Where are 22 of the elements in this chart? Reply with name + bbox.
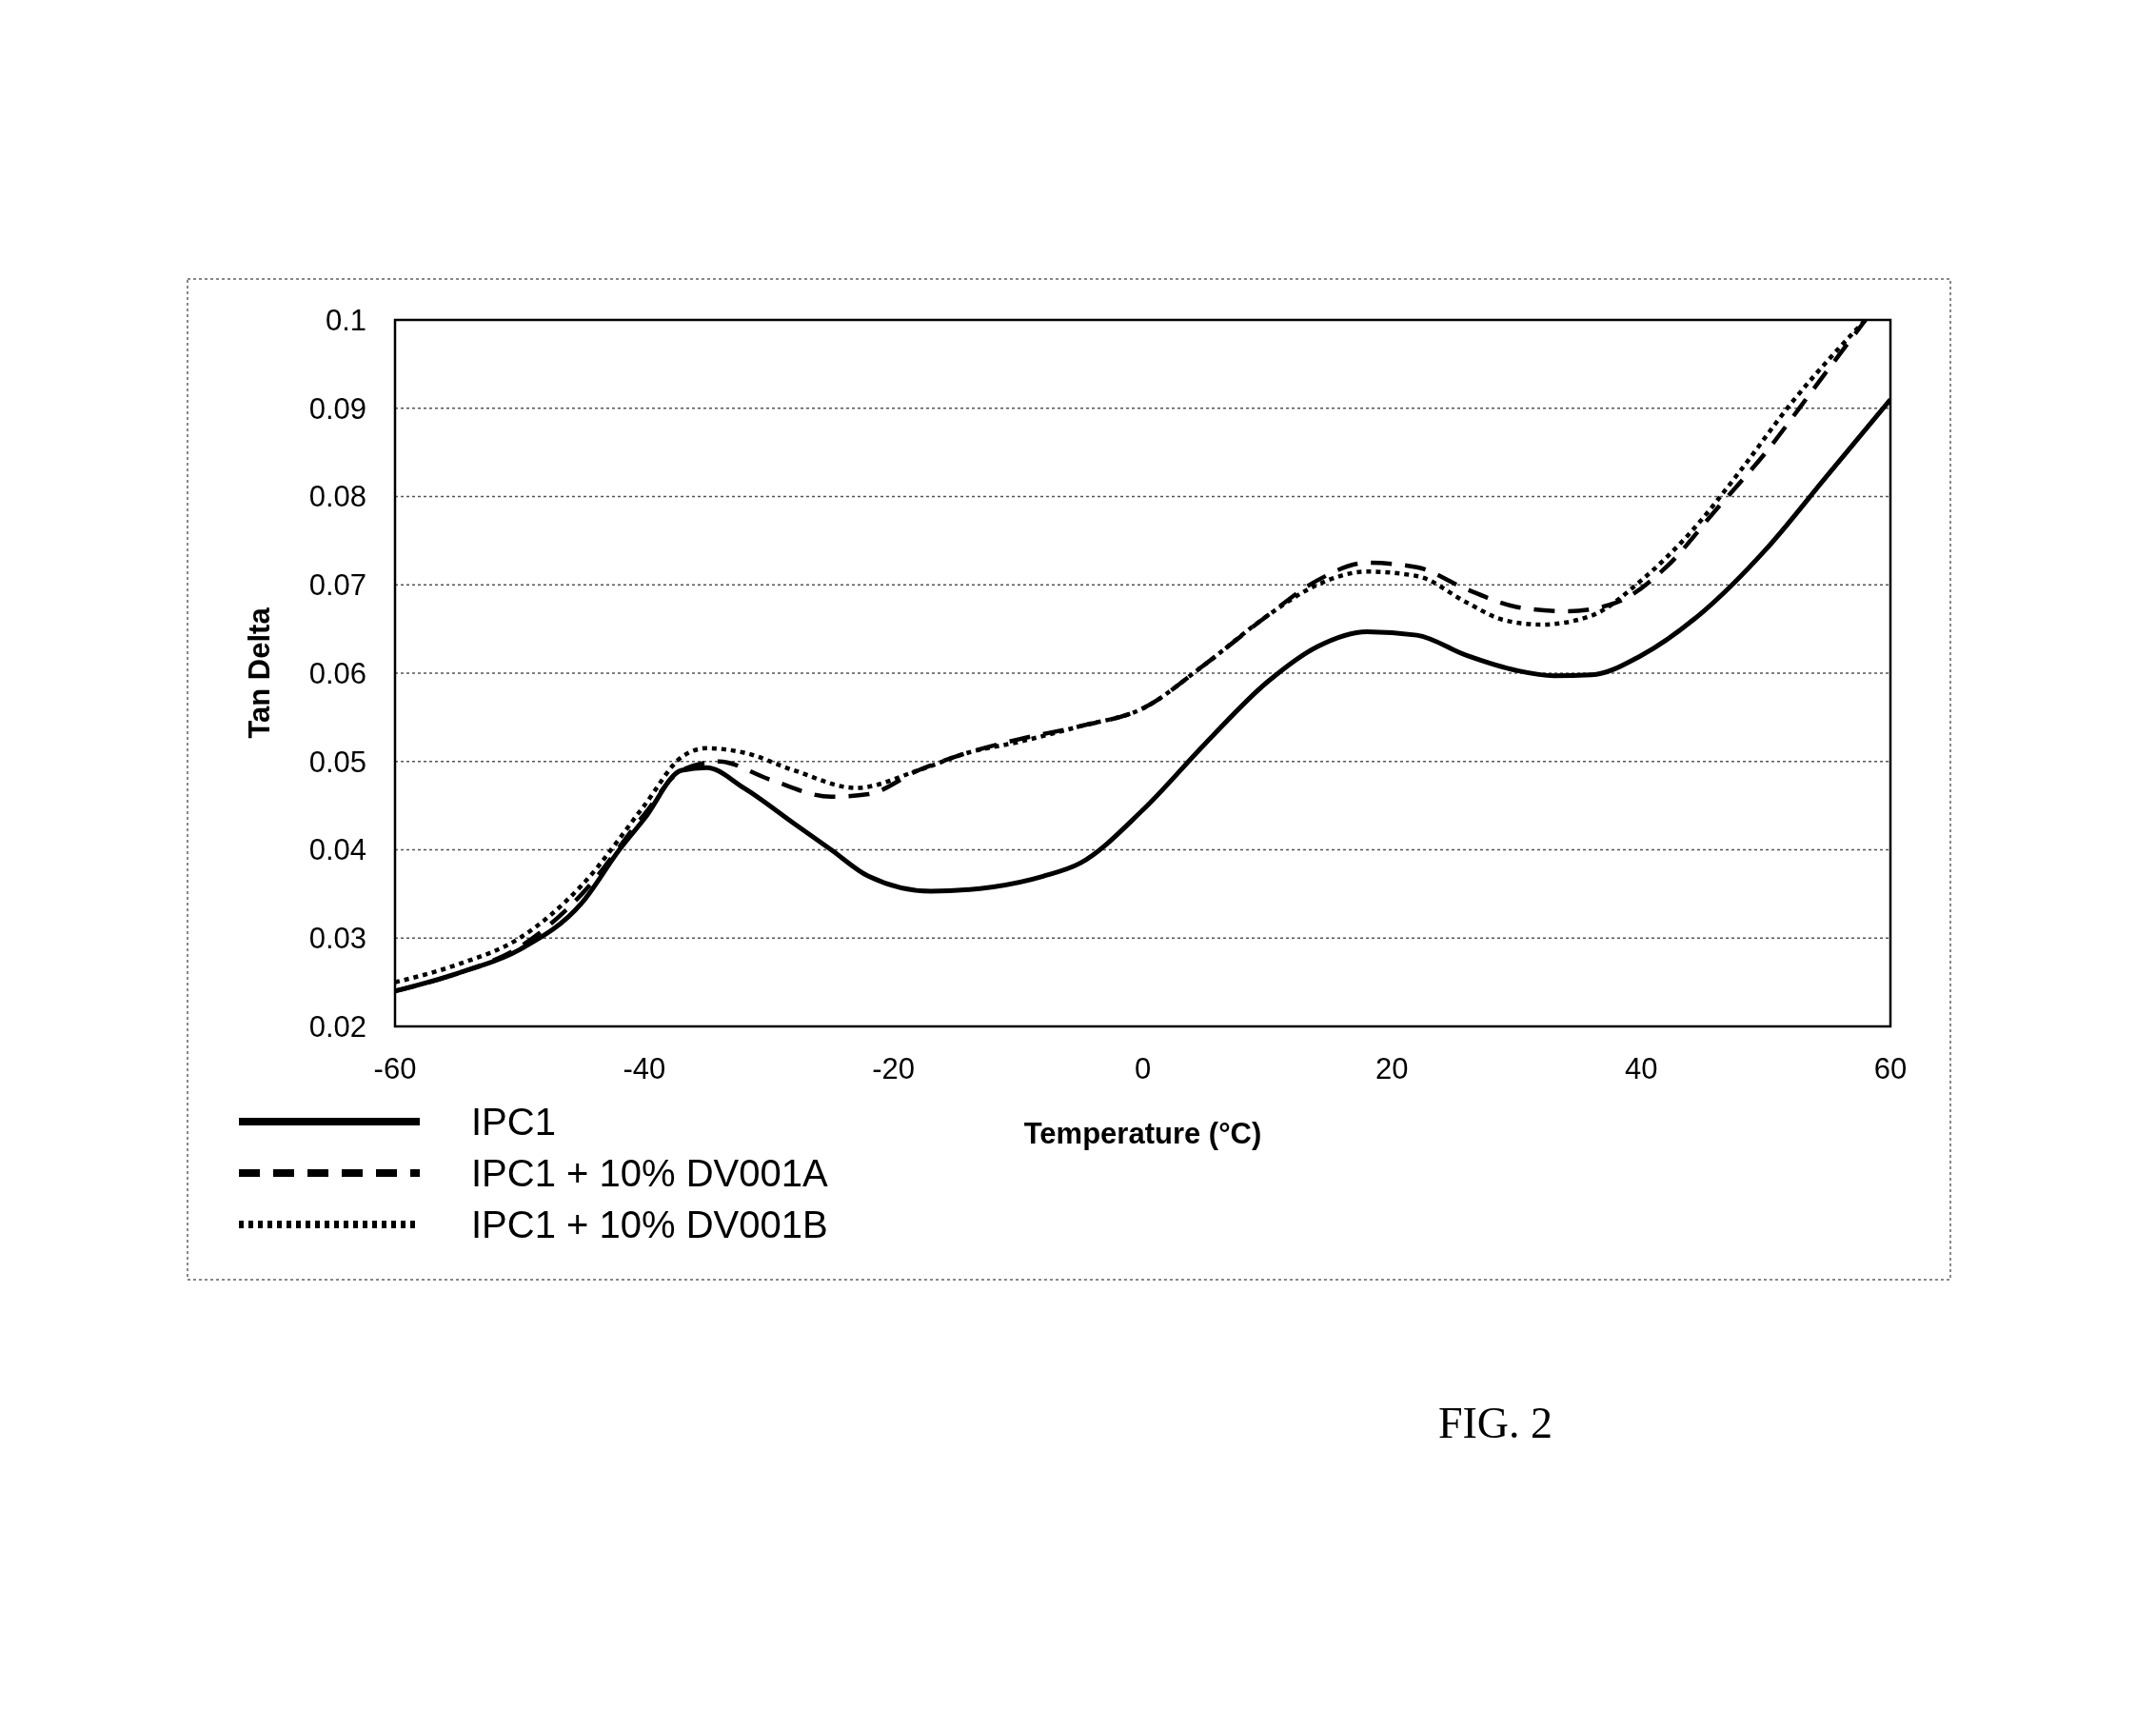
y-tick-label: 0.07 [308,568,366,603]
legend-label: IPC1 + 10% DV001A [471,1152,828,1194]
y-tick-label: 0.04 [308,833,366,867]
y-tick-label: 0.05 [308,745,366,779]
x-tick-label: -40 [623,1052,666,1085]
y-tick-label: 0.09 [308,391,366,426]
x-tick-label: -60 [373,1052,417,1085]
x-axis-title: Temperature (°C) [1023,1117,1262,1150]
x-tick-label: 40 [1624,1052,1658,1085]
y-tick-label: 0.03 [308,922,366,956]
caption: FIG. 2 [1437,1399,1553,1447]
x-tick-label: 20 [1375,1052,1409,1085]
y-tick-label: 0.06 [308,656,366,690]
x-tick-label: 60 [1873,1052,1908,1085]
y-axis-title: Tan Delta [243,607,276,739]
y-tick-label: 0.08 [308,480,366,514]
y-tick-label: 0.02 [308,1009,366,1044]
y-tick-label: 0.1 [325,303,366,337]
legend-label: IPC1 [471,1101,556,1143]
x-tick-label: 0 [1134,1052,1152,1085]
legend-label: IPC1 + 10% DV001B [471,1204,828,1245]
x-tick-label: -20 [872,1052,916,1085]
